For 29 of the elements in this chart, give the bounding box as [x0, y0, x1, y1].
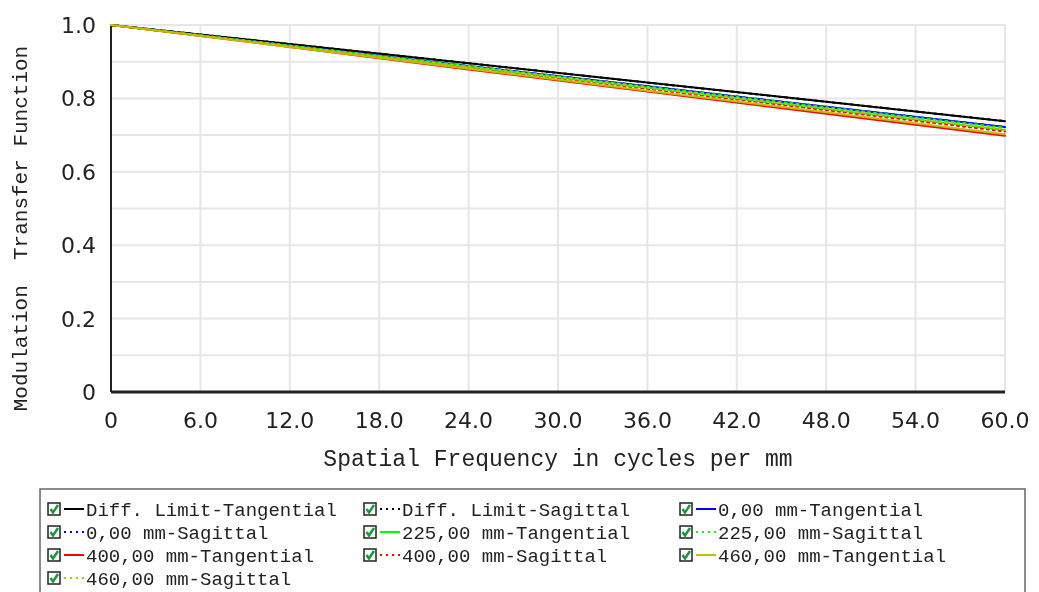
x-tick-label: 30.0 — [533, 408, 583, 433]
legend-label: 225,00 mm-Sagittal — [718, 523, 924, 545]
y-tick-label: 1.0 — [61, 13, 96, 38]
y-tick-label: 0.8 — [61, 86, 96, 112]
legend-label: 400,00 mm-Sagittal — [402, 546, 608, 568]
x-tick-label: 12.0 — [265, 408, 315, 433]
legend-label: 400,00 mm-Tangential — [86, 546, 315, 568]
legend-label: 460,00 mm-Sagittal — [86, 569, 292, 591]
x-tick-label: 6.0 — [182, 408, 218, 433]
x-tick-label: 60.0 — [980, 408, 1030, 433]
legend-label: Diff. Limit-Tangential — [86, 500, 337, 522]
legend-label: Diff. Limit-Sagittal — [402, 500, 631, 522]
x-tick-label: 0 — [104, 408, 118, 433]
x-tick-label: 18.0 — [354, 408, 404, 433]
legend-label: 0,00 mm-Tangential — [718, 500, 924, 522]
legend-label: 0,00 mm-Sagittal — [86, 523, 269, 545]
y-tick-label: 0.2 — [61, 306, 96, 332]
y-tick-label: 0 — [82, 380, 96, 405]
x-tick-label: 48.0 — [801, 408, 851, 433]
y-tick-label: 0.4 — [61, 233, 96, 259]
legend-label: 225,00 mm-Tangential — [402, 523, 631, 545]
x-tick-label: 42.0 — [712, 408, 762, 433]
y-axis-title: Modulation Transfer Function — [10, 45, 33, 412]
y-tick-label: 0.6 — [61, 159, 96, 185]
x-tick-label: 54.0 — [891, 408, 941, 433]
legend-label: 460,00 mm-Tangential — [718, 546, 947, 568]
x-tick-label: 24.0 — [444, 408, 494, 433]
x-axis-title: Spatial Frequency in cycles per mm — [323, 447, 793, 473]
x-tick-label: 36.0 — [622, 408, 672, 433]
